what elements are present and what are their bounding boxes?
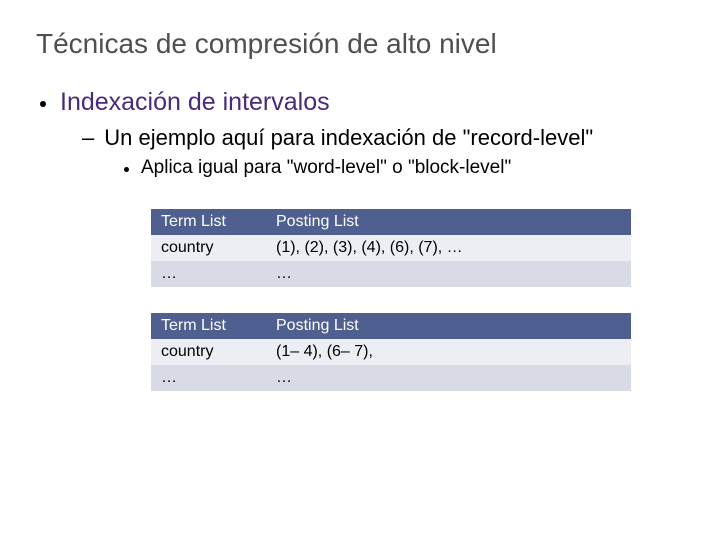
bullet-level3: Aplica igual para "word-level" o "block-… (124, 157, 684, 179)
bullet-l2-text: Un ejemplo aquí para indexación de "reco… (104, 125, 593, 151)
bullet-dot-icon (124, 167, 129, 172)
table-header: Posting List (266, 209, 631, 235)
posting-cell: (1– 4), (6– 7), (266, 339, 631, 365)
term-cell: country (151, 235, 266, 261)
posting-table-2: Term List Posting List country (1– 4), (… (151, 313, 631, 391)
bullet-dash-icon: – (82, 125, 94, 151)
table-header: Term List (151, 313, 266, 339)
table-header: Posting List (266, 313, 631, 339)
term-cell: … (151, 365, 266, 391)
table-row: … … (151, 261, 631, 287)
posting-table-1: Term List Posting List country (1), (2),… (151, 209, 631, 287)
table-row: … … (151, 365, 631, 391)
table-row: country (1– 4), (6– 7), (151, 339, 631, 365)
posting-cell: … (266, 365, 631, 391)
table-header-row: Term List Posting List (151, 313, 631, 339)
bullet-level2: – Un ejemplo aquí para indexación de "re… (82, 125, 684, 151)
posting-cell: (1), (2), (3), (4), (6), (7), … (266, 235, 631, 261)
posting-cell: … (266, 261, 631, 287)
table-header: Term List (151, 209, 266, 235)
bullet-l3-text: Aplica igual para "word-level" o "block-… (141, 157, 511, 179)
bullet-dot-icon (40, 101, 46, 107)
bullet-l1-text: Indexación de intervalos (60, 88, 330, 117)
table-row: country (1), (2), (3), (4), (6), (7), … (151, 235, 631, 261)
bullet-level1: Indexación de intervalos (40, 88, 684, 117)
table-header-row: Term List Posting List (151, 209, 631, 235)
term-cell: … (151, 261, 266, 287)
term-cell: country (151, 339, 266, 365)
slide-title: Técnicas de compresión de alto nivel (36, 28, 684, 60)
